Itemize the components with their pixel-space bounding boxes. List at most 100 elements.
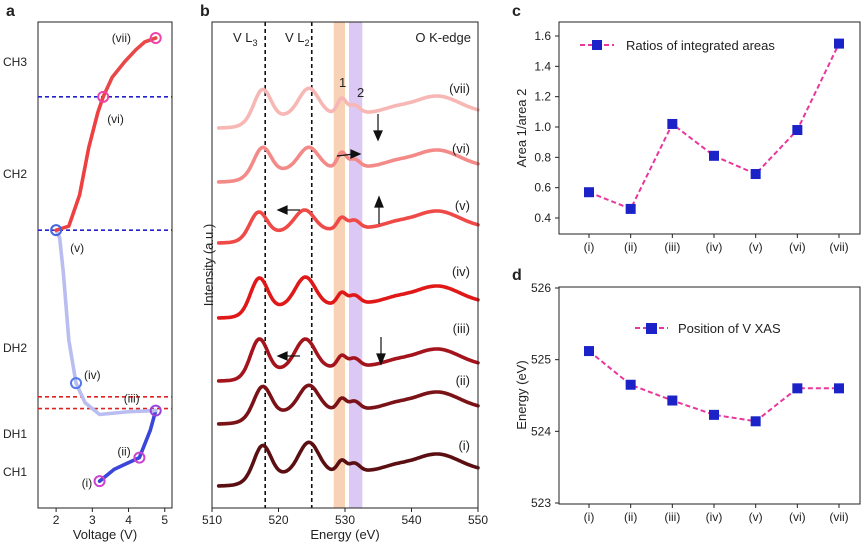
d-ytick-label-524: 524 [531,424,551,438]
d-ytick-label-525: 525 [531,353,551,367]
d-point-1 [584,346,594,357]
spectrum-i [216,440,480,488]
shaded-band-1 [333,22,345,508]
spectrum-label-iv: (iv) [452,264,470,279]
c-xtick-label-2: (ii) [624,240,637,254]
d-point-6 [792,383,803,394]
panel-c-legend: Ratios of integrated areas [580,38,775,53]
spectrum-label-vi: (vi) [452,141,470,156]
legend-marker-c [592,40,602,50]
state-marker-1 [93,475,106,488]
state-label-2: (ii) [117,445,130,459]
header-v-l3: V L3 [233,30,258,48]
panel-a-markers: (i) (ii) (iii) (iv) (v) (vi) (vii) [50,31,162,490]
stage-label-ch1: CH1 [3,465,27,479]
c-point-4 [709,150,719,161]
arrow-down-vii [373,114,383,142]
panel-letter-d: d [512,267,522,284]
state-label-5: (v) [70,241,84,255]
a-xtick-label-2: 2 [53,513,60,527]
panel-a-stage-labels: CH3 CH2 DH2 DH1 CH1 [3,55,27,479]
spectrum-label-i: (i) [458,438,470,453]
d-xtick-label-3: (iii) [664,510,680,524]
b-xtick-label-550: 550 [468,513,488,527]
d-point-2 [625,379,636,390]
d-xtick-label-4: (iv) [706,510,723,524]
panel-b-spectra [216,86,480,488]
c-ytick-label-0.6: 0.6 [534,181,551,195]
spectrum-v [216,208,480,245]
panel-d-y-ticks: 523 524 525 526 [531,281,559,510]
panel-a-x-axis-label: Voltage (V) [73,527,137,542]
d-xtick-label-7: (vii) [829,510,848,524]
panel-d-frame [558,286,861,505]
state-marker-5 [50,224,63,237]
panel-b-x-axis-label: Energy (eV) [310,527,379,542]
panel-a-boundary-lines [38,96,172,410]
c-point-6 [792,125,803,136]
panel-c-series [584,38,844,214]
a-xtick-label-5: 5 [161,513,168,527]
spectrum-label-ii: (ii) [456,373,470,388]
panel-c-y-axis-label: Area 1/area 2 [514,89,529,168]
state-label-1: (i) [82,476,93,490]
d-xtick-label-1: (i) [584,510,595,524]
panel-d-y-axis-label: Energy (eV) [514,360,529,429]
a-xtick-label-3: 3 [89,513,96,527]
panel-letter-c: c [512,3,521,20]
panel-letter-b: b [200,3,210,20]
arrow-up-v [374,195,384,224]
c-xtick-label-7: (vii) [829,240,848,254]
panel-b-arrows [276,114,386,366]
spectrum-iii [216,337,480,383]
d-point-4 [709,409,719,420]
state-marker-2 [133,451,146,464]
stage-label-dh1: DH1 [3,427,27,441]
spectrum-label-v: (v) [455,198,470,213]
state-marker-3 [149,404,162,417]
band-label-2: 2 [357,85,364,100]
legend-label-d: Position of V XAS [678,321,781,336]
stage-label-ch3: CH3 [3,55,27,69]
arrow-left-iii [276,351,300,361]
spectrum-ii [216,383,480,426]
d-point-5 [750,416,761,427]
curve-ch1 [97,408,158,484]
curve-ch2 [54,95,105,232]
b-xtick-label-540: 540 [401,513,421,527]
curve-discharge [54,228,158,417]
d-xtick-label-2: (ii) [624,510,637,524]
c-xtick-label-6: (vi) [789,240,806,254]
stage-label-dh2: DH2 [3,341,27,355]
c-point-2 [625,203,636,214]
c-ytick-label-1.2: 1.2 [534,90,551,104]
panel-a-frame [37,21,173,509]
c-ytick-label-0.8: 0.8 [534,150,551,164]
c-ytick-label-1.4: 1.4 [534,59,551,73]
stage-label-ch2: CH2 [3,167,27,181]
a-xtick-label-4: 4 [125,513,132,527]
arrow-down-iii [376,337,386,366]
panel-c-y-ticks: 0.4 0.6 0.8 1.0 1.2 1.4 1.6 [534,29,559,225]
c-xtick-label-1: (i) [584,240,595,254]
state-marker-6 [97,90,110,103]
c-point-3 [667,118,678,129]
panel-a: CH3 CH2 DH2 DH1 CH1 (i)(ii)(iii)(iv)(v)(… [3,21,173,542]
c-xtick-label-4: (iv) [706,240,723,254]
state-marker-4 [70,377,83,390]
d-xtick-label-5: (v) [749,510,763,524]
panel-b-header: V L3 V L2 O K-edge 1 2 [233,30,471,100]
b-xtick-label-520: 520 [268,513,288,527]
c-ytick-label-1.6: 1.6 [534,29,551,43]
arrow-left-v [276,205,300,215]
curve-ch3 [101,36,158,99]
panel-a-x-ticks: 2 3 4 5 [53,508,168,527]
panel-letter-a: a [6,3,15,20]
c-xtick-label-3: (iii) [664,240,680,254]
panel-c: 0.4 0.6 0.8 1.0 1.2 1.4 1.6 (i) (ii) (iii) (iv) (v… [514,21,861,254]
band-label-1: 1 [339,75,346,90]
spectrum-iv [216,275,480,320]
d-point-3 [667,395,678,406]
c-point-5 [750,169,761,180]
